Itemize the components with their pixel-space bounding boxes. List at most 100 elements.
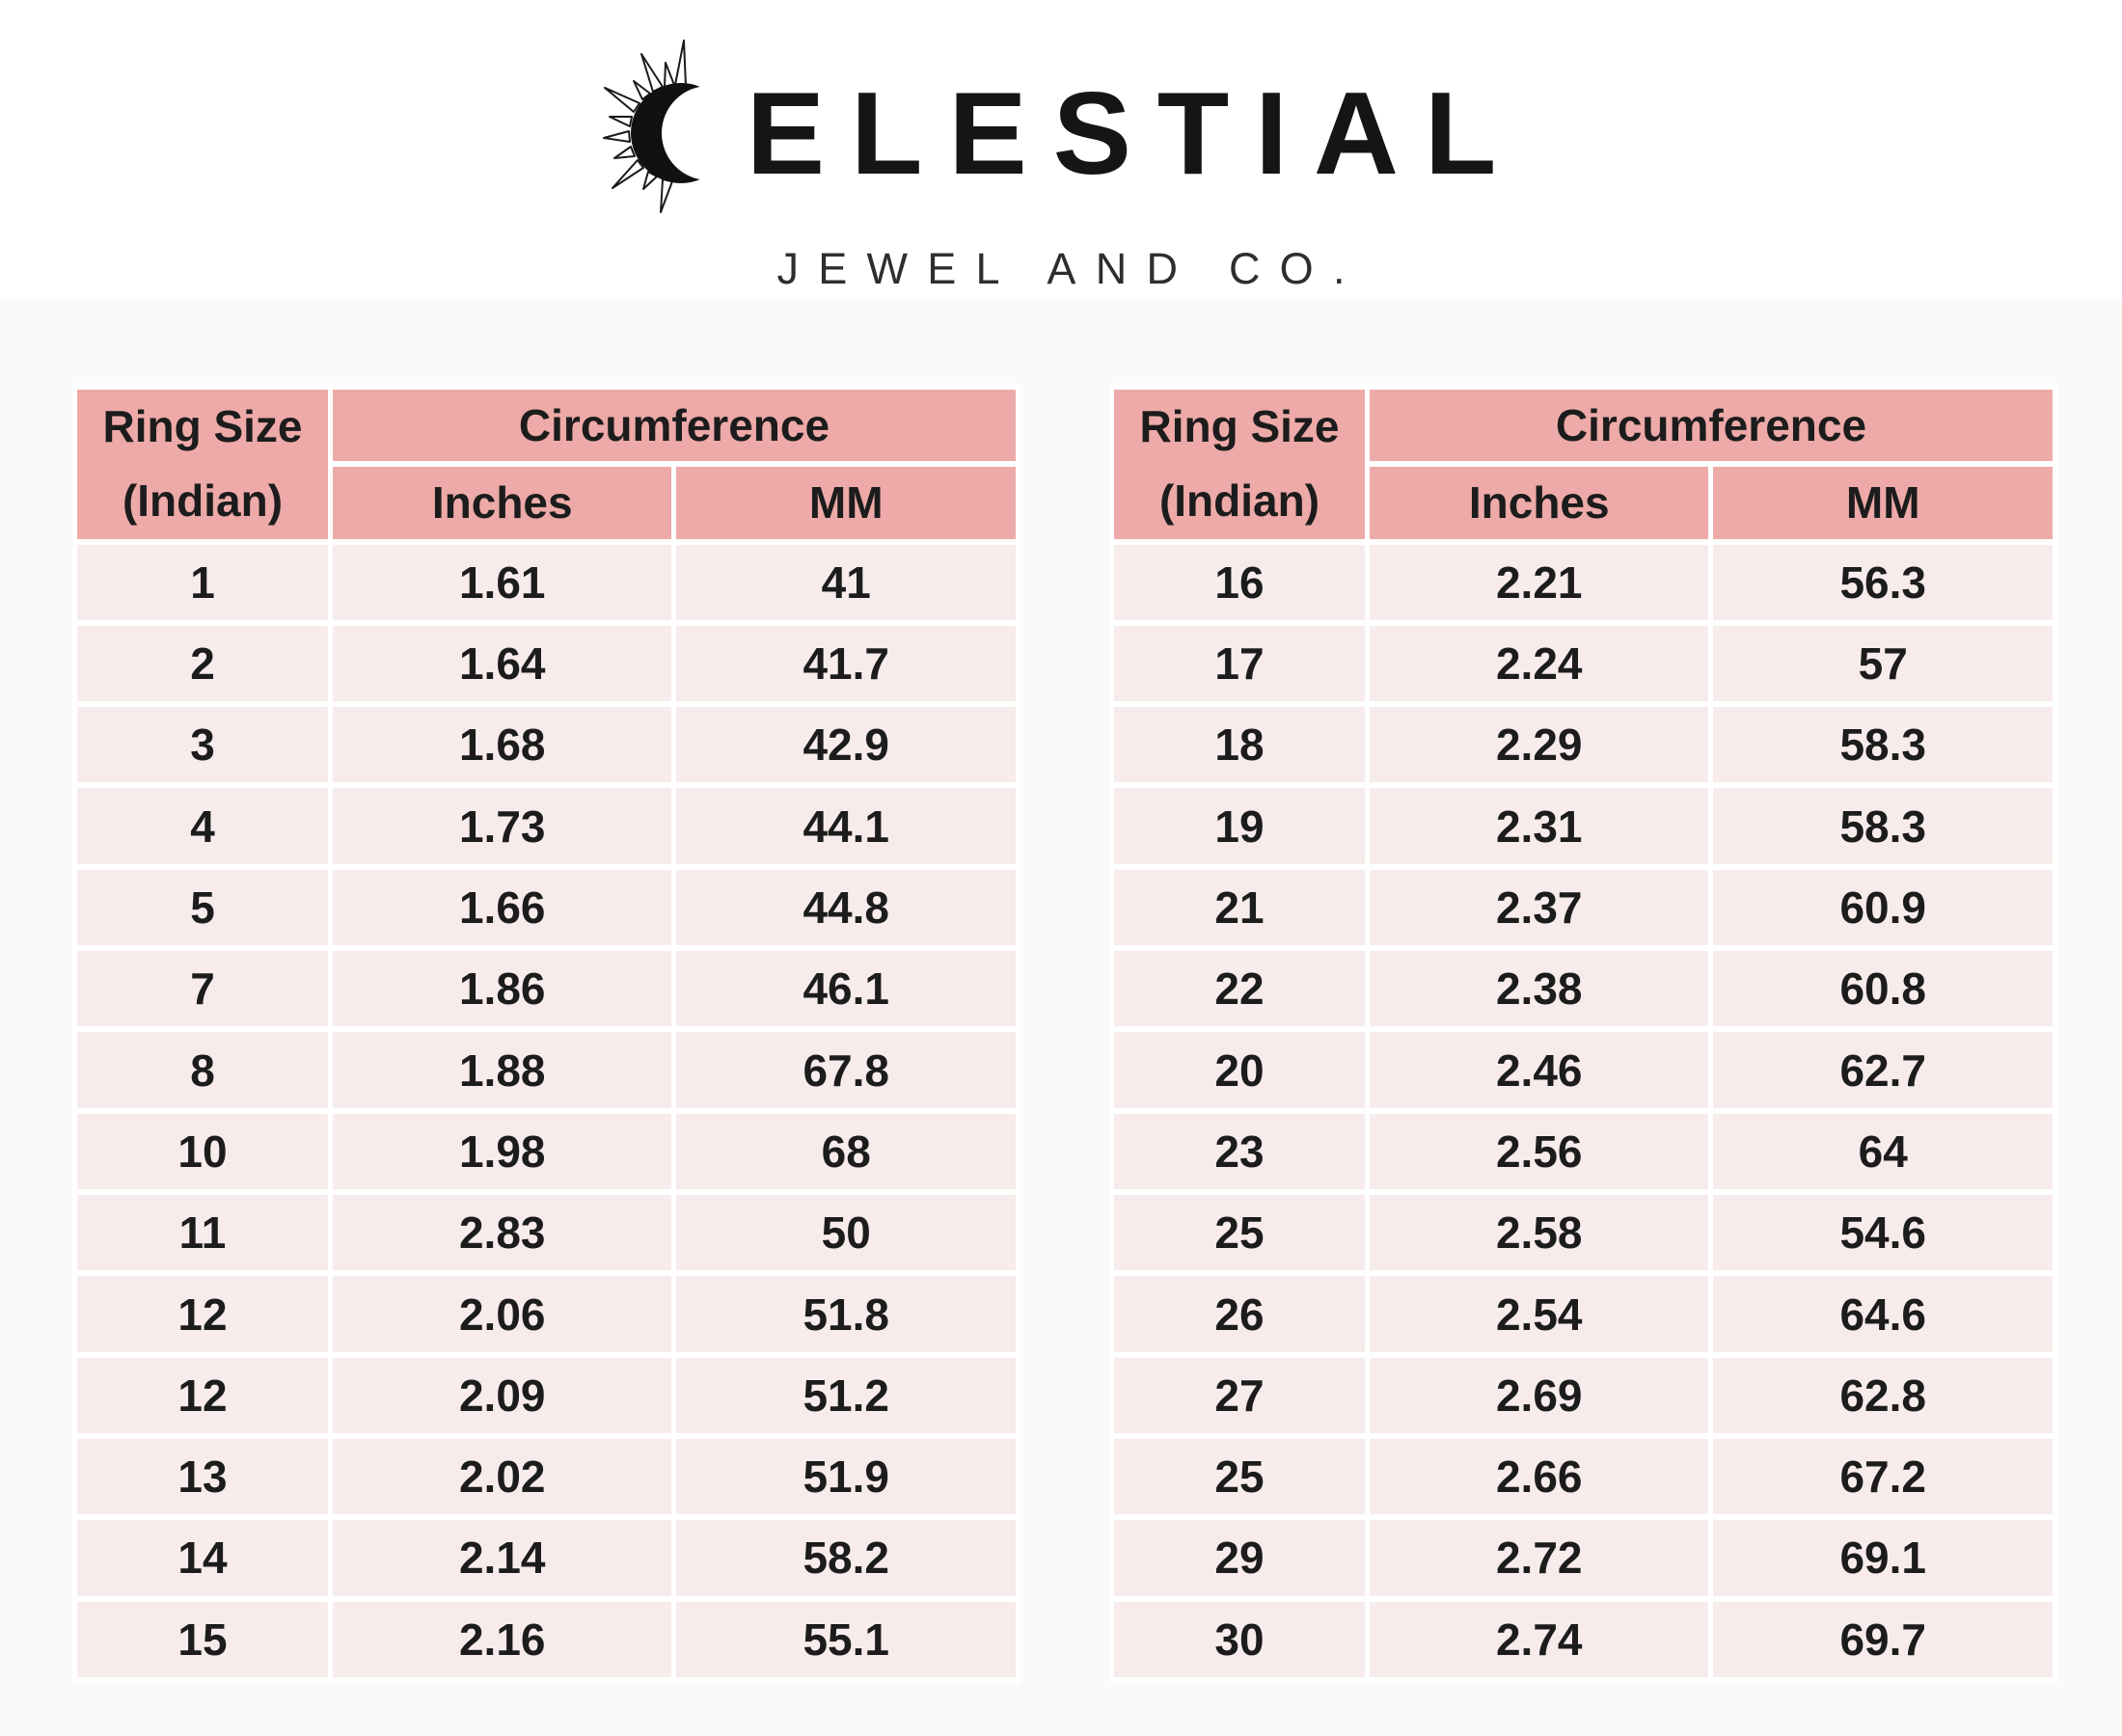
table-cell: 17 <box>1114 625 1365 702</box>
inches-header: Inches <box>333 467 672 539</box>
table-cell: 11 <box>77 1195 328 1271</box>
table-cell: 2.54 <box>1370 1276 1709 1352</box>
table-cell: 1.64 <box>333 625 672 702</box>
table-cell: 58.2 <box>676 1520 1016 1596</box>
table-cell: 25 <box>1114 1195 1365 1271</box>
table-row: 17 2.24 57 <box>1114 625 2053 702</box>
table-cell: 60.9 <box>1713 869 2053 946</box>
table-cell: 41.7 <box>676 625 1016 702</box>
table-cell: 26 <box>1114 1276 1365 1352</box>
table-cell: 20 <box>1114 1032 1365 1108</box>
table-cell: 1.88 <box>333 1032 672 1108</box>
ring-size-header: Ring Size (Indian) <box>1114 390 1365 539</box>
ring-size-charts: Ring Size (Indian) Circumference Inches M… <box>72 384 2057 1684</box>
table-cell: 41 <box>676 544 1016 620</box>
brand-name-text: ELESTIAL <box>746 67 1523 199</box>
table-cell: 2.31 <box>1370 788 1709 864</box>
table-cell: 44.1 <box>676 788 1016 864</box>
table-cell: 2.29 <box>1370 707 1709 783</box>
table-row: 12 2.09 51.2 <box>77 1357 1016 1433</box>
table-row: 4 1.73 44.1 <box>77 788 1016 864</box>
table-row: 23 2.56 64 <box>1114 1113 2053 1190</box>
table-row: 12 2.06 51.8 <box>77 1276 1016 1352</box>
ring-size-header-line2: (Indian) <box>1158 475 1320 527</box>
table-cell: 27 <box>1114 1357 1365 1433</box>
table-cell: 69.1 <box>1713 1520 2053 1596</box>
table-cell: 55.1 <box>676 1601 1016 1678</box>
table-cell: 46.1 <box>676 951 1016 1027</box>
table-cell: 54.6 <box>1713 1195 2053 1271</box>
table-cell: 2 <box>77 625 328 702</box>
table-cell: 2.46 <box>1370 1032 1709 1108</box>
brand-row: ELESTIAL <box>0 29 2122 236</box>
table-row: 10 1.98 68 <box>77 1113 1016 1190</box>
table-cell: 67.8 <box>676 1032 1016 1108</box>
table-cell: 2.21 <box>1370 544 1709 620</box>
table-row: 19 2.31 58.3 <box>1114 788 2053 864</box>
table-row: 5 1.66 44.8 <box>77 869 1016 946</box>
table-cell: 62.8 <box>1713 1357 2053 1433</box>
table-cell: 2.72 <box>1370 1520 1709 1596</box>
table-cell: 58.3 <box>1713 788 2053 864</box>
table-row: 26 2.54 64.6 <box>1114 1276 2053 1352</box>
table-cell: 1.68 <box>333 707 672 783</box>
table-row: 7 1.86 46.1 <box>77 951 1016 1027</box>
table-row: 11 2.83 50 <box>77 1195 1016 1271</box>
table-row: 29 2.72 69.1 <box>1114 1520 2053 1596</box>
table-cell: 2.37 <box>1370 869 1709 946</box>
table-cell: 2.74 <box>1370 1601 1709 1678</box>
table-cell: 2.83 <box>333 1195 672 1271</box>
circumference-header: Circumference <box>1370 390 2053 462</box>
table-cell: 2.02 <box>333 1438 672 1515</box>
table-cell: 50 <box>676 1195 1016 1271</box>
ring-size-header-line2: (Indian) <box>122 475 284 527</box>
table-cell: 14 <box>77 1520 328 1596</box>
table-cell: 3 <box>77 707 328 783</box>
ring-size-header: Ring Size (Indian) <box>77 390 328 539</box>
table-row: 30 2.74 69.7 <box>1114 1601 2053 1678</box>
table-cell: 1.86 <box>333 951 672 1027</box>
table-row: 8 1.88 67.8 <box>77 1032 1016 1108</box>
table-cell: 51.2 <box>676 1357 1016 1433</box>
table-cell: 42.9 <box>676 707 1016 783</box>
ring-size-table-left: Ring Size (Indian) Circumference Inches M… <box>72 384 1020 1684</box>
table-cell: 5 <box>77 869 328 946</box>
table-cell: 56.3 <box>1713 544 2053 620</box>
inches-header: Inches <box>1370 467 1709 539</box>
table-cell: 21 <box>1114 869 1365 946</box>
table-cell: 29 <box>1114 1520 1365 1596</box>
crescent-sun-icon <box>602 39 745 213</box>
table-cell: 25 <box>1114 1438 1365 1515</box>
mm-header: MM <box>676 467 1016 539</box>
table-row: 2 1.64 41.7 <box>77 625 1016 702</box>
table-cell: 1.61 <box>333 544 672 620</box>
table-cell: 8 <box>77 1032 328 1108</box>
table-row: 22 2.38 60.8 <box>1114 951 2053 1027</box>
table-cell: 2.09 <box>333 1357 672 1433</box>
table-cell: 44.8 <box>676 869 1016 946</box>
table-row: 16 2.21 56.3 <box>1114 544 2053 620</box>
table-cell: 16 <box>1114 544 1365 620</box>
table-cell: 2.14 <box>333 1520 672 1596</box>
table-row: 15 2.16 55.1 <box>77 1601 1016 1678</box>
table-cell: 1.98 <box>333 1113 672 1190</box>
table-cell: 4 <box>77 788 328 864</box>
brand-subtitle: JEWEL AND CO. <box>776 244 1365 293</box>
header-row-sub: Inches MM <box>77 467 1016 539</box>
ring-size-table-right: Ring Size (Indian) Circumference Inches M… <box>1109 384 2057 1684</box>
brand-logo: ELESTIAL JEWEL AND CO. <box>0 29 2122 294</box>
table-cell: 2.24 <box>1370 625 1709 702</box>
table-cell: 69.7 <box>1713 1601 2053 1678</box>
table-cell: 2.66 <box>1370 1438 1709 1515</box>
table-row: 1 1.61 41 <box>77 544 1016 620</box>
table-cell: 62.7 <box>1713 1032 2053 1108</box>
table-row: 3 1.68 42.9 <box>77 707 1016 783</box>
table-cell: 58.3 <box>1713 707 2053 783</box>
table-cell: 64 <box>1713 1113 2053 1190</box>
table-cell: 1.73 <box>333 788 672 864</box>
ring-size-header-line1: Ring Size <box>102 401 303 451</box>
table-cell: 22 <box>1114 951 1365 1027</box>
table-cell: 2.58 <box>1370 1195 1709 1271</box>
table-cell: 64.6 <box>1713 1276 2053 1352</box>
table-row: 21 2.37 60.9 <box>1114 869 2053 946</box>
